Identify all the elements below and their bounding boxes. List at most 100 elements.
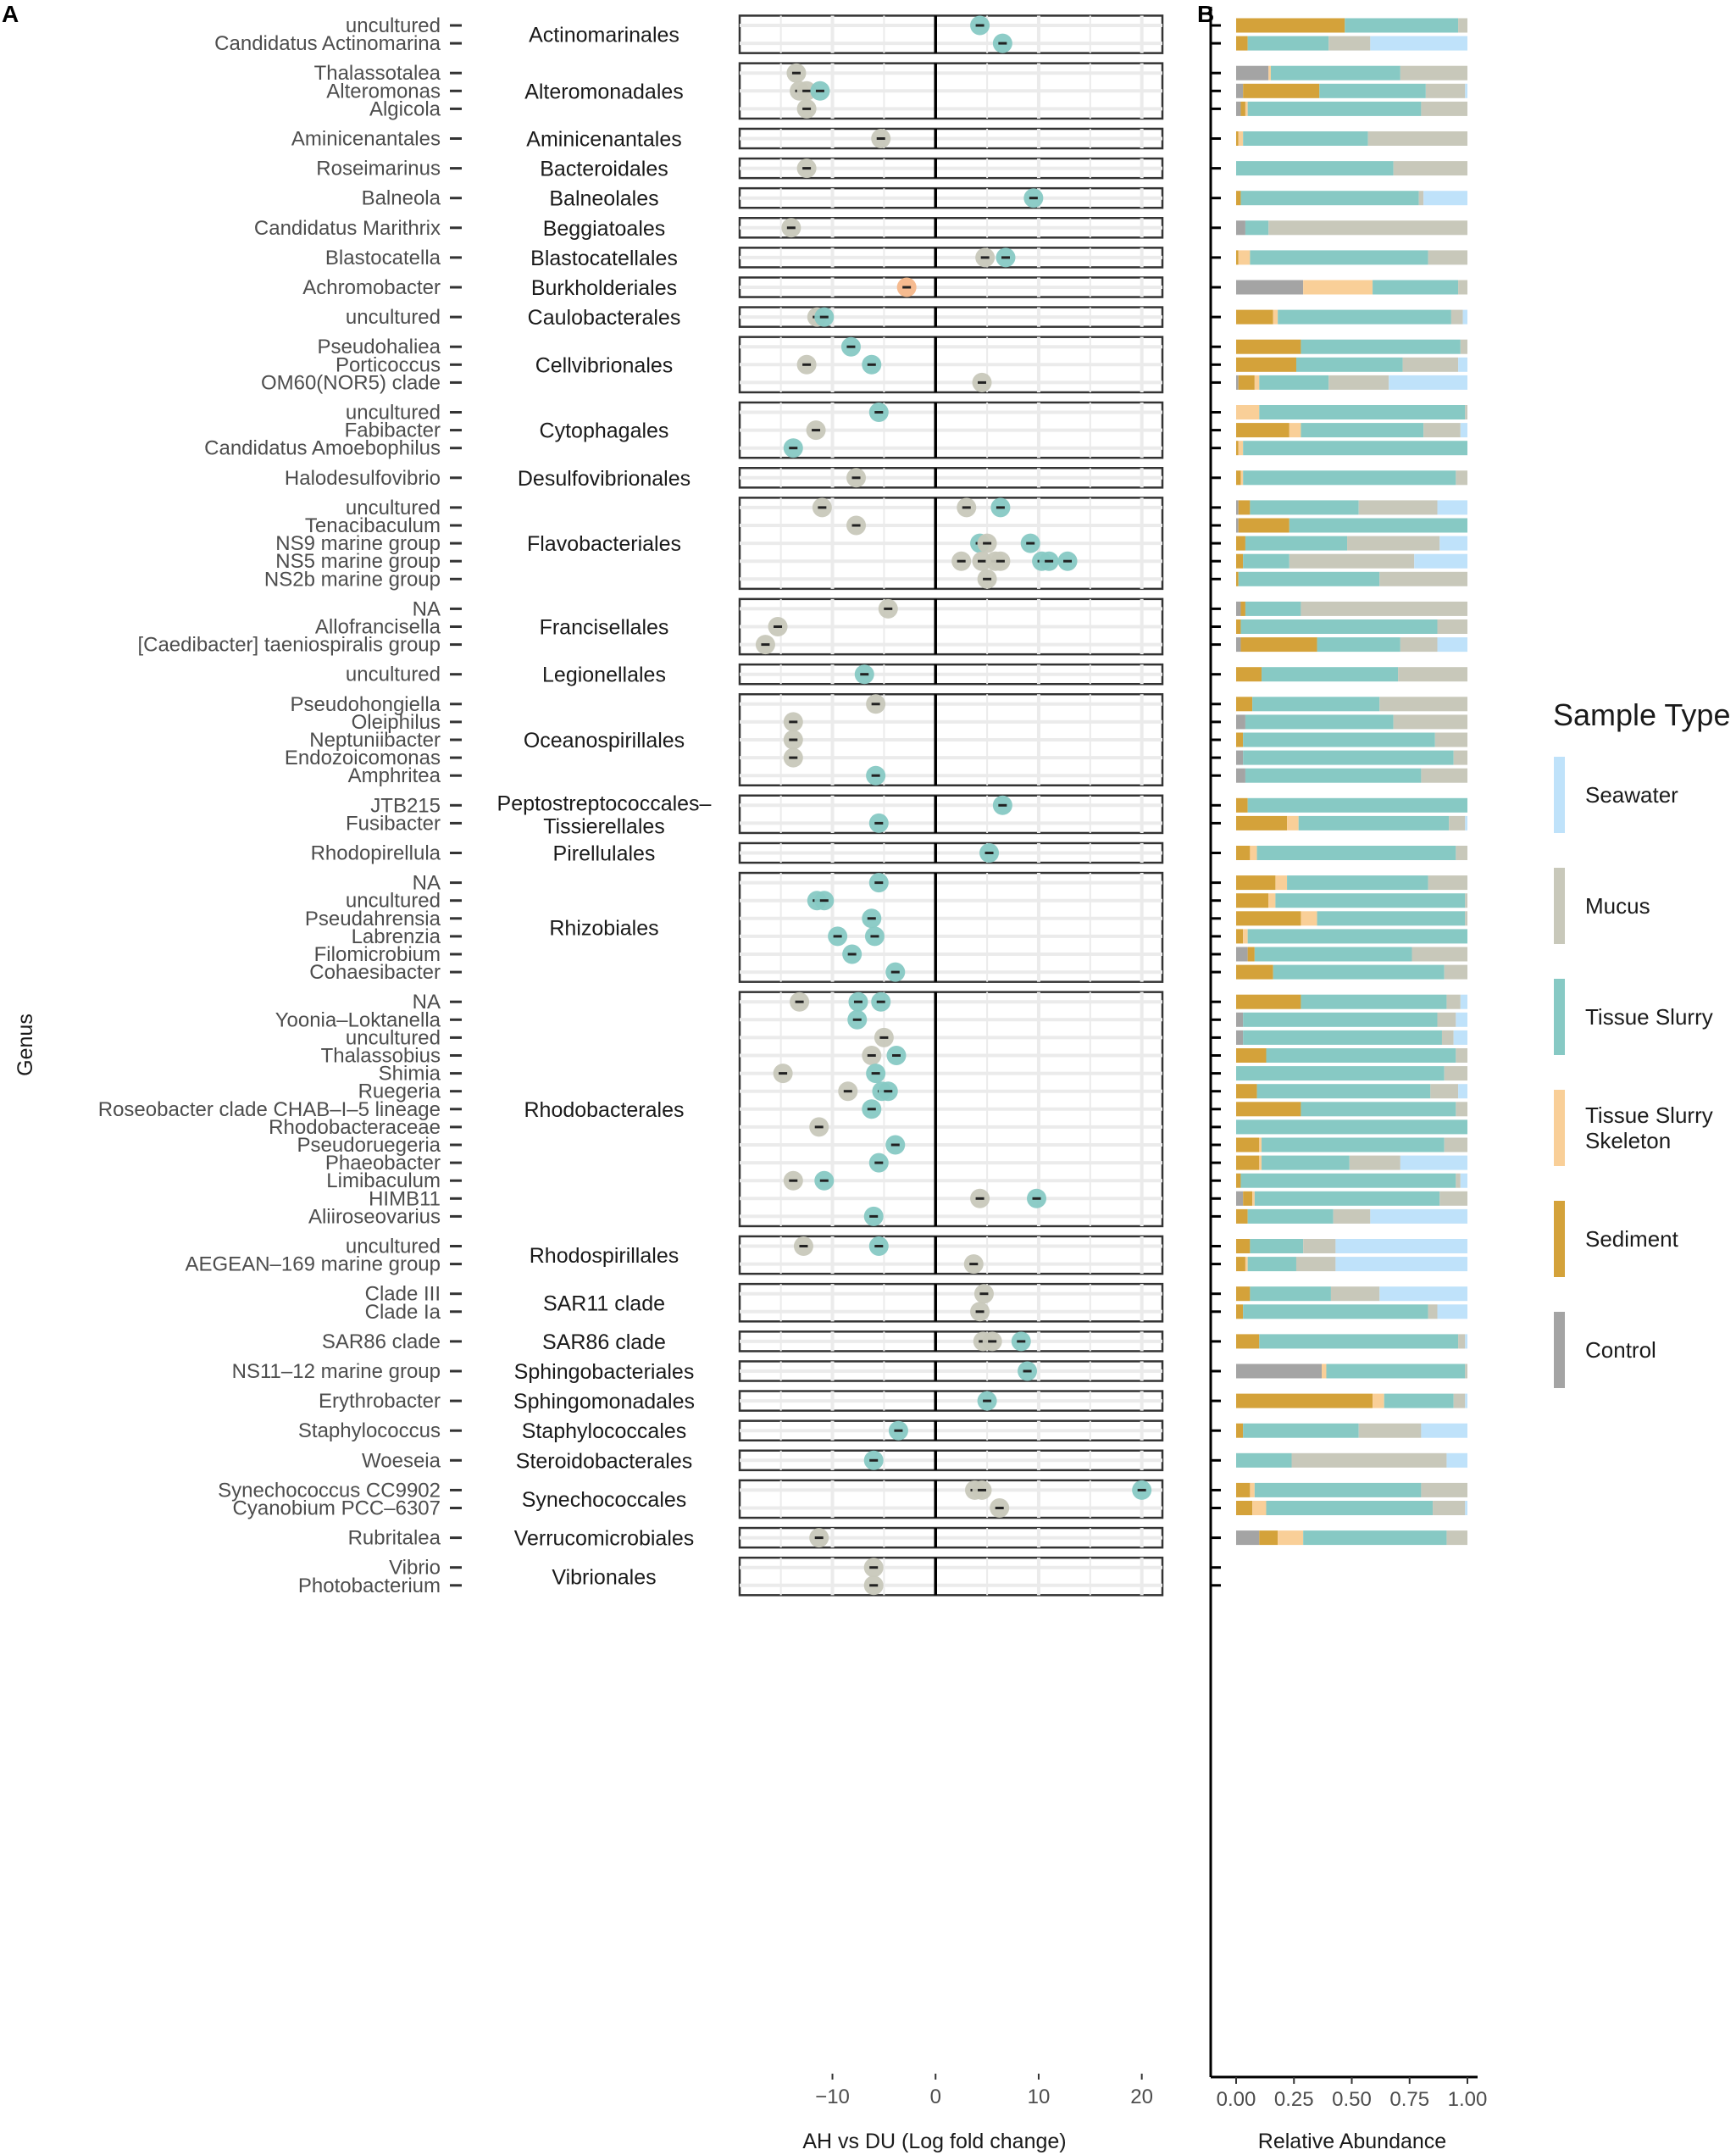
abundance-bar-segment — [1236, 619, 1241, 634]
abundance-bar-segment — [1245, 601, 1301, 616]
abundance-bar-segment — [1250, 846, 1257, 860]
abundance-bar-segment — [1273, 309, 1278, 325]
abundance-bar-segment — [1236, 375, 1239, 390]
abundance-bar-segment — [1462, 309, 1467, 325]
genus-label: Thalassobius — [321, 1045, 441, 1068]
abundance-bar-segment — [1303, 1530, 1447, 1546]
abundance-bar-segment — [1236, 1084, 1257, 1099]
abundance-bar-segment — [1236, 1048, 1267, 1063]
genus-label: uncultured — [346, 1236, 441, 1258]
abundance-bar-segment — [1236, 18, 1345, 33]
abundance-bar-segment — [1453, 1393, 1466, 1408]
abundance-bar-segment — [1270, 65, 1400, 81]
genus-label: Allofrancisella — [315, 616, 441, 639]
abundance-bar-segment — [1259, 1334, 1459, 1349]
abundance-bar-segment — [1428, 1304, 1438, 1319]
abundance-bar-segment — [1421, 1423, 1467, 1438]
legend-swatch — [1554, 757, 1565, 833]
abundance-bar-segment — [1328, 375, 1389, 390]
abundance-bar-segment — [1245, 220, 1269, 236]
genus-label: Vibrio — [389, 1557, 441, 1580]
abundance-bar-segment — [1236, 1501, 1253, 1515]
abundance-bar-segment — [1236, 65, 1269, 81]
abundance-bar-segment — [1278, 309, 1451, 325]
order-label: Actinomarinales — [529, 24, 679, 47]
abundance-bar-segment — [1465, 815, 1467, 830]
abundance-bar-segment — [1446, 1530, 1467, 1546]
abundance-bar-segment — [1456, 1173, 1461, 1188]
order-label: Rhodobacterales — [524, 1098, 684, 1122]
abundance-bar-segment — [1465, 405, 1467, 419]
genus-label: Cohaesibacter — [309, 961, 441, 984]
order-label: Legionellales — [542, 664, 666, 687]
genus-label: Porticoccus — [336, 353, 441, 376]
abundance-bar-segment — [1389, 375, 1467, 390]
abundance-bar-segment — [1268, 893, 1276, 908]
abundance-bar-segment — [1273, 964, 1445, 980]
legend-label: Tissue Slurry — [1585, 1102, 1713, 1128]
order-label: Rhodospirillales — [530, 1244, 679, 1268]
abundance-bar-segment — [1236, 1030, 1244, 1045]
abundance-bar-segment — [1373, 280, 1459, 295]
abundance-bar-segment — [1335, 1239, 1467, 1253]
bar-x-tick-label: 0.50 — [1332, 2088, 1372, 2111]
order-label: Rhizobiales — [549, 916, 658, 940]
abundance-bar-segment — [1250, 1286, 1331, 1302]
abundance-bar-segment — [1245, 714, 1394, 730]
panel-frame — [738, 1282, 1164, 1323]
genus-label: Pseudahrensia — [305, 908, 441, 930]
genus-label: uncultured — [346, 497, 441, 519]
order-label: SAR11 clade — [543, 1291, 665, 1315]
genus-label: Candidatus Actinomarina — [214, 32, 441, 55]
genus-label: Rubritalea — [348, 1527, 441, 1550]
abundance-bar-segment — [1441, 1030, 1454, 1045]
abundance-bar-segment — [1236, 500, 1239, 515]
genus-label: NA — [413, 872, 441, 895]
genus-label: SAR86 clade — [322, 1330, 441, 1353]
abundance-bar-segment — [1289, 553, 1415, 569]
abundance-bar-segment — [1236, 732, 1244, 747]
abundance-bar-segment — [1236, 947, 1248, 962]
abundance-bar-segment — [1252, 1191, 1255, 1206]
legend-label: Seawater — [1585, 782, 1678, 808]
genus-label: Halodesulfovibrio — [285, 467, 441, 490]
genus-label: Algicola — [369, 97, 441, 120]
order-label: Bacteroidales — [540, 158, 668, 181]
order-label: Pirellulales — [553, 842, 656, 866]
genus-label: Candidatus Amoebophilus — [204, 437, 441, 460]
abundance-bar-segment — [1259, 1530, 1278, 1546]
bar-x-tick-label: 0.00 — [1217, 2088, 1256, 2111]
genus-label: uncultured — [346, 1026, 441, 1049]
abundance-bar-segment — [1245, 768, 1422, 783]
order-label: Synechococcales — [522, 1488, 687, 1512]
abundance-bar-segment — [1243, 1030, 1442, 1045]
abundance-bar-segment — [1358, 500, 1438, 515]
genus-label: OM60(NOR5) clade — [261, 371, 441, 394]
scatter-x-tick-label: 10 — [1028, 2086, 1051, 2108]
genus-label: Erythrobacter — [319, 1390, 441, 1413]
abundance-bar-segment — [1326, 1364, 1466, 1379]
genus-label: HIMB11 — [369, 1187, 441, 1210]
abundance-bar-segment — [1236, 470, 1241, 486]
abundance-bar-segment — [1465, 1501, 1467, 1515]
abundance-bar-segment — [1400, 637, 1438, 653]
abundance-bar-segment — [1301, 601, 1467, 616]
genus-label: Photobacterium — [298, 1575, 441, 1597]
abundance-bar-segment — [1243, 553, 1290, 569]
legend-title: Sample Type — [1553, 697, 1730, 732]
abundance-bar-segment — [1456, 846, 1467, 860]
genus-label: uncultured — [346, 306, 441, 329]
abundance-bar-segment — [1379, 1286, 1467, 1302]
abundance-bar-segment — [1236, 1482, 1251, 1497]
abundance-bar-segment — [1245, 101, 1248, 116]
abundance-bar-segment — [1238, 131, 1244, 146]
abundance-bar-segment — [1236, 423, 1290, 438]
abundance-bar-segment — [1456, 1048, 1467, 1063]
genus-label: Aliiroseovarius — [308, 1205, 441, 1228]
abundance-bar-segment — [1423, 423, 1461, 438]
abundance-bar-segment — [1236, 1137, 1260, 1152]
abundance-bar-segment — [1236, 1334, 1260, 1349]
abundance-bar-segment — [1236, 250, 1239, 265]
abundance-bar-segment — [1236, 536, 1245, 551]
order-label: Peptostreptococcales– — [497, 791, 712, 815]
